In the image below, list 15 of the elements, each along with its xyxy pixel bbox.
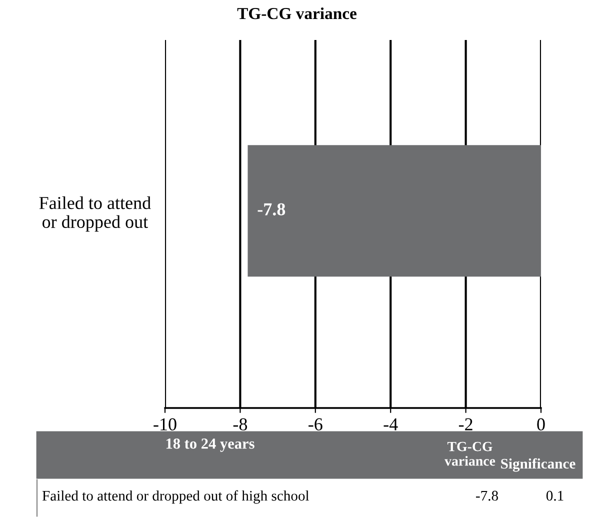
chart-title: TG-CG variance — [237, 7, 357, 20]
text: 0.1 — [546, 490, 564, 501]
x-tick-label: 0 — [537, 418, 545, 430]
y-tick-label: Failed to attend or dropped out — [39, 196, 151, 232]
x-tick-label: -10 — [154, 418, 176, 430]
x-tick-label: -6 — [308, 418, 322, 430]
data-label: -7.8 — [258, 203, 286, 216]
x-tick-label: -4 — [384, 418, 398, 430]
x-tick-label: -8 — [233, 418, 248, 430]
text: Failed to attend or dropped out of high school — [42, 490, 310, 504]
text: Significance — [501, 458, 576, 472]
text: -7.8 — [476, 490, 498, 501]
text: 18 to 24 years — [166, 438, 254, 452]
x-tick-label: -2 — [458, 418, 472, 430]
text: TG-CG variance — [444, 442, 496, 466]
